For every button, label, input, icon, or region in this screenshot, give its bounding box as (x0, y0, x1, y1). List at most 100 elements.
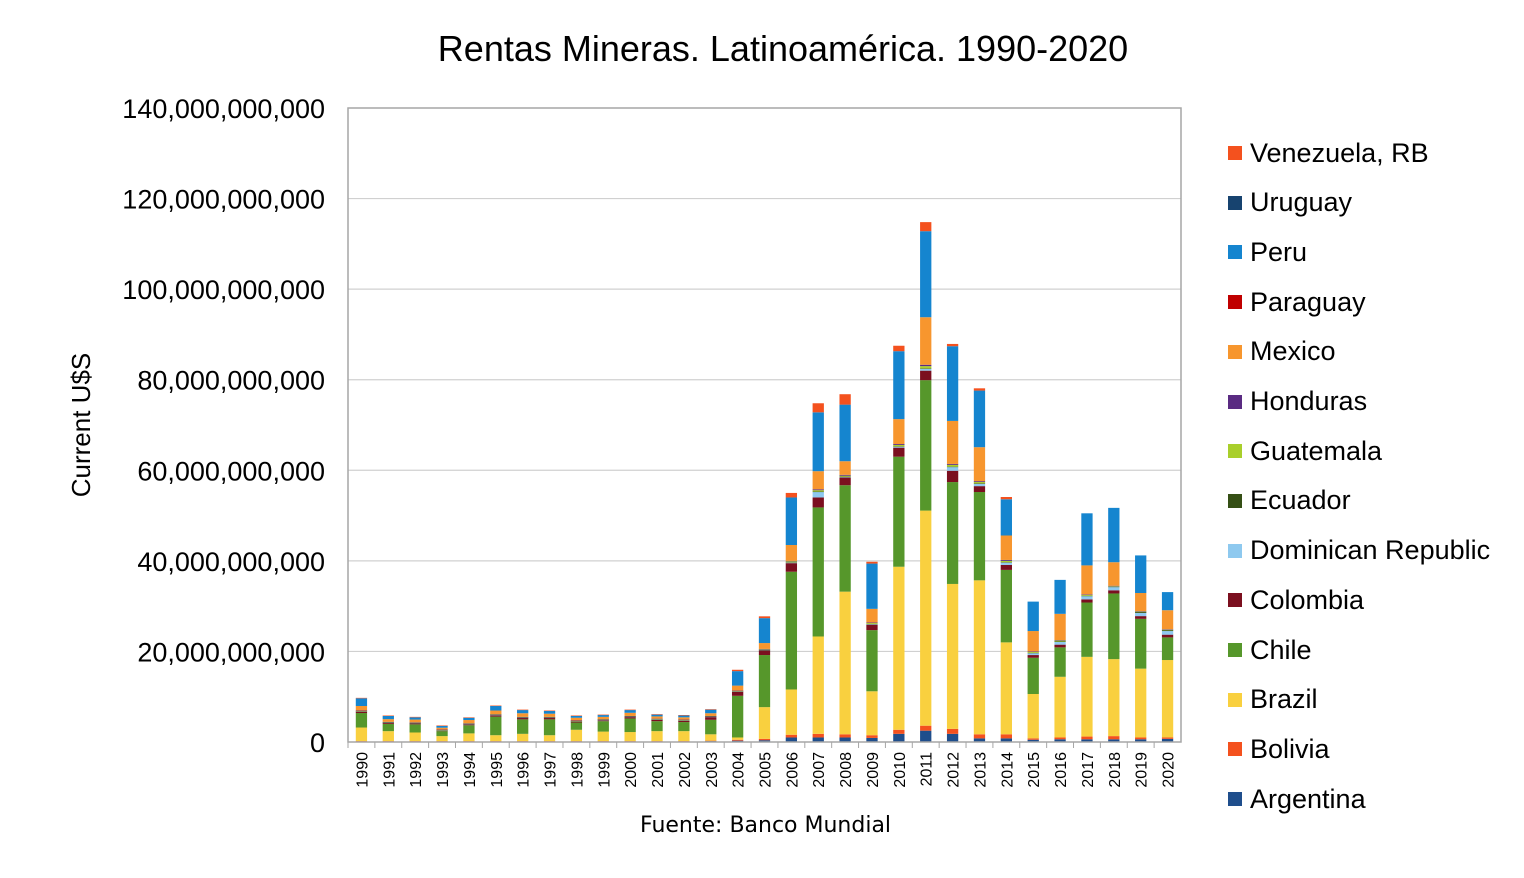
bar-segment-chile-1991 (382, 723, 394, 732)
bar-segment-honduras-2012 (946, 463, 959, 465)
legend-label: Argentina (1250, 783, 1366, 814)
bar-segment-bolivia-2005 (758, 738, 771, 741)
bar-segment-mexico-1995 (490, 710, 502, 715)
x-tick-label: 2011 (919, 752, 936, 787)
bar-segment-chile-1999 (597, 721, 609, 732)
bar-segment-peru-1992 (409, 717, 421, 720)
x-tick-label: 2004 (731, 752, 748, 788)
bar-segment-honduras-2016 (1054, 640, 1066, 641)
legend-swatch (1228, 146, 1242, 160)
bar-segment-peru-2019 (1135, 555, 1147, 594)
bar-segment-colombia-2019 (1135, 616, 1147, 619)
bar-segment-ecuador-2014 (1000, 562, 1012, 563)
x-tick-label: 2007 (811, 752, 828, 788)
bar-segment-venezuela-rb-2004 (731, 669, 744, 672)
bar-segment-mexico-2013 (973, 447, 986, 482)
bar-segment-argentina-2009 (866, 737, 878, 742)
bar-segment-argentina-2011 (920, 730, 932, 742)
bar-segment-chile-2003 (705, 719, 717, 735)
bar-segment-colombia-2005 (758, 650, 771, 656)
bar-segment-colombia-2010 (893, 447, 905, 457)
bar-segment-peru-2017 (1081, 513, 1093, 566)
bar-segment-brazil-2011 (920, 510, 932, 726)
bar-segment-colombia-2007 (812, 497, 824, 508)
bar-segment-ecuador-2007 (812, 491, 824, 493)
legend-label: Brazil (1250, 684, 1318, 715)
legend-item-paraguay: Paraguay (1228, 284, 1366, 320)
bar-segment-brazil-2015 (1027, 694, 1039, 739)
bar-segment-venezuela-rb-2010 (893, 345, 905, 352)
bar-segment-peru-1996 (517, 710, 529, 714)
bar-segment-dominican-republic-2020 (1161, 631, 1174, 635)
bar-segment-bolivia-2007 (812, 733, 824, 738)
bar-segment-dominican-republic-2012 (946, 467, 959, 471)
legend-label: Peru (1250, 236, 1308, 267)
bar-segment-brazil-2012 (946, 583, 959, 729)
bar-segment-honduras-1994 (463, 723, 475, 724)
bar-segment-brazil-1994 (463, 733, 475, 742)
bar-segment-colombia-2018 (1108, 590, 1120, 594)
y-tick-label: 140,000,000,000 (122, 94, 325, 124)
x-tick-label: 2001 (650, 752, 667, 788)
x-tick-label: 2008 (838, 752, 855, 788)
bar-segment-mexico-2019 (1135, 593, 1147, 612)
legend-label: Colombia (1250, 584, 1365, 615)
bar-segment-venezuela-rb-1995 (490, 705, 502, 707)
bar-segment-bolivia-2003 (705, 740, 717, 742)
y-tick-label: 120,000,000,000 (122, 185, 325, 215)
x-tick-label: 1991 (381, 752, 398, 788)
bar-segment-chile-2017 (1081, 602, 1093, 657)
bar-segment-mexico-1992 (409, 719, 421, 723)
x-tick-label: 2003 (704, 752, 721, 788)
bar-segment-ecuador-2017 (1081, 595, 1093, 597)
bar-segment-chile-2020 (1161, 637, 1174, 661)
bar-segment-chile-2013 (973, 492, 986, 581)
bar-segment-guatemala-2007 (812, 490, 824, 492)
bar-segment-peru-2009 (866, 563, 878, 609)
bar-segment-chile-2005 (758, 655, 771, 708)
y-tick-label: 20,000,000,000 (137, 637, 325, 667)
bar-segment-venezuela-rb-2012 (946, 343, 959, 347)
bar-segment-honduras-2020 (1161, 629, 1174, 630)
bar-segment-argentina-2005 (758, 740, 771, 742)
bar-segment-ecuador-2006 (785, 562, 798, 563)
bar-segment-guatemala-2011 (920, 366, 932, 369)
bar-segment-brazil-1995 (490, 735, 502, 742)
bar-segment-brazil-1999 (597, 731, 609, 742)
bar-segment-chile-2007 (812, 507, 824, 637)
bar-segment-mexico-2000 (624, 712, 636, 716)
bar-segment-venezuela-rb-2003 (705, 709, 717, 710)
bar-segment-honduras-1992 (409, 722, 421, 723)
source-note: Fuente: Banco Mundial (640, 813, 892, 838)
bar-segment-colombia-2001 (651, 719, 663, 722)
bar-segment-ecuador-2011 (920, 368, 932, 369)
bar-segment-honduras-2013 (973, 481, 986, 483)
bar-segment-mexico-2018 (1108, 562, 1120, 586)
bar-segment-dominican-republic-2007 (812, 492, 824, 498)
legend-item-ecuador: Ecuador (1228, 483, 1351, 519)
bar-segment-honduras-2014 (1000, 559, 1012, 561)
x-tick-label: 1990 (354, 752, 371, 788)
bar-segment-bolivia-2015 (1027, 738, 1039, 740)
legend-label: Mexico (1250, 336, 1336, 367)
bar-segment-mexico-2002 (678, 717, 690, 720)
bar-segment-brazil-2001 (651, 731, 663, 742)
bar-segment-ecuador-2010 (893, 446, 905, 447)
bar-segment-venezuela-rb-1997 (543, 710, 556, 712)
bar-segment-chile-2002 (678, 722, 690, 732)
bar-segment-colombia-2008 (839, 477, 851, 486)
bar-segment-bolivia-2017 (1081, 736, 1093, 740)
bar-segment-guatemala-2015 (1027, 651, 1039, 653)
bar-segment-chile-2004 (731, 695, 744, 738)
legend-item-bolivia: Bolivia (1228, 731, 1330, 767)
bar-segment-peru-2003 (705, 709, 717, 714)
legend-swatch (1228, 692, 1242, 707)
bar-segment-chile-1997 (543, 719, 556, 736)
bar-segment-chile-1990 (355, 713, 368, 728)
x-tick-label: 2019 (1134, 752, 1151, 788)
bar-segment-mexico-1998 (570, 717, 583, 721)
bar-segment-venezuela-rb-2013 (973, 388, 986, 391)
legend-label: Uruguay (1250, 187, 1353, 218)
bar-segment-dominican-republic-2013 (973, 483, 986, 487)
bar-segment-ecuador-2019 (1135, 612, 1147, 613)
